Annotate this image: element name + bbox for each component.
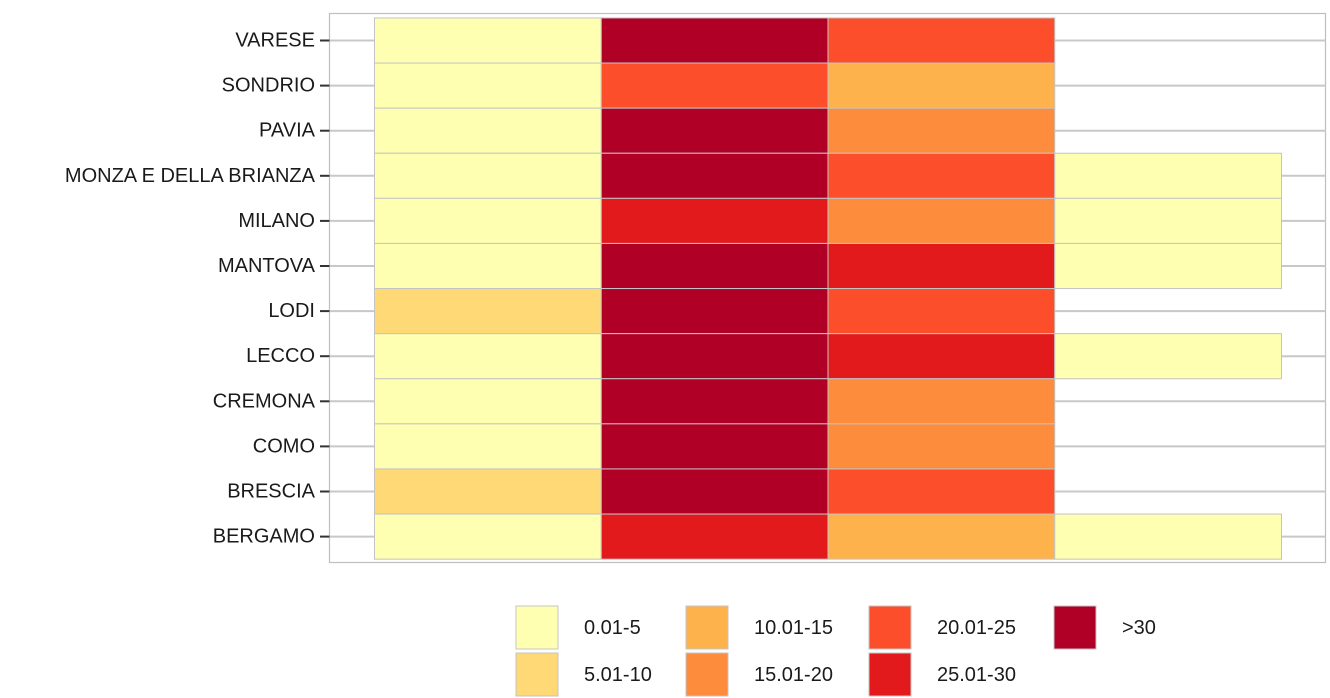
cell-varese-2 — [600, 17, 829, 64]
cell-sondrio-1 — [374, 62, 602, 109]
cell-sondrio-3 — [827, 62, 1056, 109]
y-tick-label-brescia: BRESCIA — [227, 481, 315, 503]
cell-bergamo-4 — [1054, 513, 1282, 560]
cell-lecco-1 — [374, 333, 602, 380]
cell-mantova-2 — [600, 242, 829, 290]
cell-lecco-4 — [1054, 333, 1282, 380]
y-tick-label-sondrio: SONDRIO — [222, 75, 315, 97]
y-tick-label-bergamo: BERGAMO — [213, 526, 315, 548]
cell-pavia-2 — [600, 107, 829, 154]
legend-key-20-01-25 — [868, 605, 912, 650]
cell-monza-e-della-brianza-4 — [1054, 152, 1282, 199]
cell-lodi-1 — [374, 288, 602, 335]
cell-pavia-1 — [374, 107, 602, 154]
cell-varese-1 — [374, 17, 602, 64]
cell-milano-4 — [1054, 197, 1282, 244]
y-tick-label-milano: MILANO — [238, 210, 315, 232]
legend-label-15-01-20: 15.01-20 — [754, 664, 833, 686]
cell-cremona-1 — [374, 378, 602, 425]
cell-lecco-3 — [827, 333, 1056, 380]
cell-milano-2 — [600, 197, 829, 244]
cell-brescia-2 — [600, 468, 829, 515]
cell-lecco-2 — [600, 333, 829, 380]
legend-key-30 — [1053, 605, 1097, 650]
cell-lodi-2 — [600, 288, 829, 335]
legend-label-20-01-25: 20.01-25 — [937, 617, 1016, 639]
legend-key-25-01-30 — [868, 652, 912, 697]
y-tick-label-monza-e-della-brianza: MONZA E DELLA BRIANZA — [65, 165, 316, 187]
legend-label-0-01-5: 0.01-5 — [584, 617, 641, 639]
y-tick-label-como: COMO — [253, 435, 315, 457]
cell-pavia-3 — [827, 107, 1056, 154]
cell-sondrio-2 — [600, 62, 829, 109]
y-tick-label-mantova: MANTOVA — [218, 255, 316, 277]
cell-como-1 — [374, 423, 602, 470]
legend-label-25-01-30: 25.01-30 — [937, 664, 1016, 686]
cell-cremona-2 — [600, 378, 829, 425]
cell-monza-e-della-brianza-3 — [827, 152, 1056, 199]
legend-key-10-01-15 — [685, 605, 729, 650]
y-tick-label-cremona: CREMONA — [213, 390, 316, 412]
cell-como-2 — [600, 423, 829, 470]
y-tick-label-lecco: LECCO — [246, 345, 315, 367]
cell-mantova-4 — [1054, 242, 1282, 290]
legend-key-5-01-10 — [515, 652, 559, 697]
cell-cremona-3 — [827, 378, 1056, 425]
cell-varese-3 — [827, 17, 1056, 64]
cell-bergamo-2 — [600, 513, 829, 560]
cell-mantova-3 — [827, 242, 1056, 290]
y-tick-label-pavia: PAVIA — [259, 120, 316, 142]
cell-mantova-1 — [374, 242, 602, 290]
y-tick-label-varese: VARESE — [235, 30, 315, 52]
legend-key-15-01-20 — [685, 652, 729, 697]
legend-label-30: >30 — [1122, 617, 1156, 639]
cell-milano-1 — [374, 197, 602, 244]
heatmap-cells — [374, 17, 1282, 560]
cell-brescia-1 — [374, 468, 602, 515]
y-axis: VARESE SONDRIO PAVIA MONZA E DELLA BRIANZA M… — [65, 30, 330, 548]
legend: 0.01-5 5.01-10 10.01-15 15.01-20 20.01-25 25.… — [515, 605, 1156, 697]
cell-monza-e-della-brianza-2 — [600, 152, 829, 199]
cell-bergamo-3 — [827, 513, 1056, 560]
legend-label-5-01-10: 5.01-10 — [584, 664, 652, 686]
cell-brescia-3 — [827, 468, 1056, 515]
cell-como-3 — [827, 423, 1056, 470]
y-tick-label-lodi: LODI — [268, 300, 315, 322]
cell-milano-3 — [827, 197, 1056, 244]
cell-monza-e-della-brianza-1 — [374, 152, 602, 199]
cell-lodi-3 — [827, 288, 1056, 335]
cell-bergamo-1 — [374, 513, 602, 560]
legend-label-10-01-15: 10.01-15 — [754, 617, 833, 639]
legend-key-0-01-5 — [515, 605, 559, 650]
